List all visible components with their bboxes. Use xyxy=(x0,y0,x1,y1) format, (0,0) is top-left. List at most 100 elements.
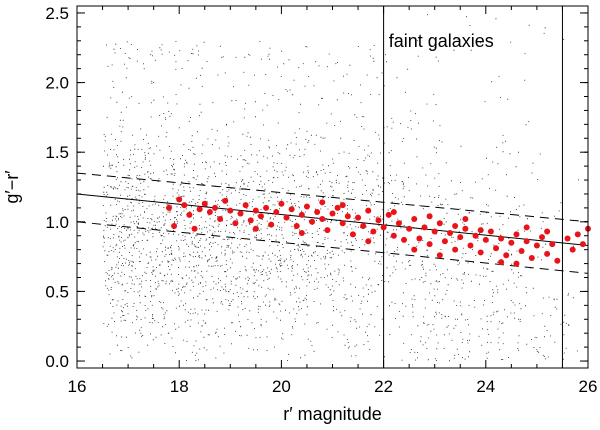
red-point xyxy=(349,231,356,238)
x-tick-label: 26 xyxy=(579,377,598,396)
red-point xyxy=(401,236,408,243)
lower-bound-line xyxy=(76,221,589,274)
red-point xyxy=(319,216,326,223)
red-point xyxy=(165,204,172,211)
red-point xyxy=(544,250,551,257)
red-point xyxy=(487,228,494,235)
red-point xyxy=(523,238,530,245)
reference-lines xyxy=(76,6,589,368)
red-point xyxy=(268,221,275,228)
axis-ticks: 16 18 20 22 24 26 0.0 0.5 1.0 1.5 2.0 2.5 xyxy=(45,4,597,396)
red-point xyxy=(390,209,397,216)
red-point xyxy=(462,225,469,232)
red-point xyxy=(375,217,382,224)
red-point xyxy=(406,225,413,232)
red-sequence-points xyxy=(165,196,591,267)
red-point xyxy=(533,242,540,249)
red-point xyxy=(569,246,576,253)
red-point xyxy=(579,241,586,248)
faint-galaxies-annotation: faint galaxies xyxy=(389,31,494,51)
red-point xyxy=(176,196,183,203)
red-point xyxy=(477,227,484,234)
red-point xyxy=(554,257,561,264)
background-galaxy-dots xyxy=(102,14,589,362)
red-point xyxy=(539,234,546,241)
red-point xyxy=(237,210,244,217)
red-point xyxy=(324,227,331,234)
red-point xyxy=(309,218,316,225)
red-point xyxy=(298,229,305,236)
red-point xyxy=(365,238,372,245)
red-point xyxy=(303,203,310,210)
red-point xyxy=(544,228,551,235)
red-point xyxy=(339,202,346,209)
red-point xyxy=(334,204,341,211)
red-point xyxy=(452,222,459,229)
red-point xyxy=(390,232,397,239)
red-point xyxy=(421,224,428,231)
red-point xyxy=(498,235,505,242)
y-tick-label: 1.0 xyxy=(45,213,69,232)
red-point xyxy=(344,213,351,220)
y-tick-label: 2.5 xyxy=(45,4,69,23)
red-point xyxy=(171,222,178,229)
y-tick-label: 1.5 xyxy=(45,143,69,162)
red-point xyxy=(252,225,259,232)
plot-frame xyxy=(76,5,589,369)
red-point xyxy=(365,207,372,214)
red-point xyxy=(211,204,218,211)
red-point xyxy=(411,216,418,223)
red-point xyxy=(329,210,336,217)
red-point xyxy=(247,217,254,224)
background-dots-path xyxy=(102,14,589,362)
red-point xyxy=(457,234,464,241)
red-point xyxy=(431,228,438,235)
red-point xyxy=(436,220,443,227)
red-point xyxy=(574,231,581,238)
x-tick-label: 16 xyxy=(68,377,87,396)
red-point xyxy=(426,213,433,220)
red-point xyxy=(196,206,203,213)
fit-line xyxy=(76,193,589,246)
red-point xyxy=(523,224,530,231)
red-point xyxy=(222,197,229,204)
x-tick-label: 24 xyxy=(476,377,495,396)
red-point xyxy=(278,200,285,207)
red-point xyxy=(503,252,510,259)
red-point xyxy=(441,238,448,245)
y-tick-label: 0.0 xyxy=(45,352,69,371)
red-point xyxy=(283,214,290,221)
red-point xyxy=(355,214,362,221)
red-point xyxy=(288,206,295,213)
red-point xyxy=(508,239,515,246)
red-point xyxy=(436,252,443,259)
red-point xyxy=(370,228,377,235)
x-axis-label: r′ magnitude xyxy=(283,404,381,424)
red-point xyxy=(447,229,454,236)
red-point xyxy=(467,242,474,249)
red-point xyxy=(339,220,346,227)
red-point xyxy=(498,259,505,266)
red-point xyxy=(217,216,224,223)
red-point xyxy=(257,213,264,220)
red-point xyxy=(462,216,469,223)
red-point xyxy=(493,245,500,252)
red-point xyxy=(263,204,270,211)
y-tick-label: 0.5 xyxy=(45,282,69,301)
red-point xyxy=(528,255,535,262)
red-point xyxy=(426,241,433,248)
red-point xyxy=(518,248,525,255)
y-tick-label: 2.0 xyxy=(45,74,69,93)
red-point xyxy=(477,249,484,256)
red-point xyxy=(411,246,418,253)
red-point xyxy=(252,207,259,214)
red-point xyxy=(206,209,213,216)
red-point xyxy=(482,236,489,243)
red-point xyxy=(232,220,239,227)
red-point xyxy=(314,209,321,216)
red-point xyxy=(395,220,402,227)
red-point xyxy=(472,232,479,239)
red-point xyxy=(380,224,387,231)
red-point xyxy=(452,246,459,253)
